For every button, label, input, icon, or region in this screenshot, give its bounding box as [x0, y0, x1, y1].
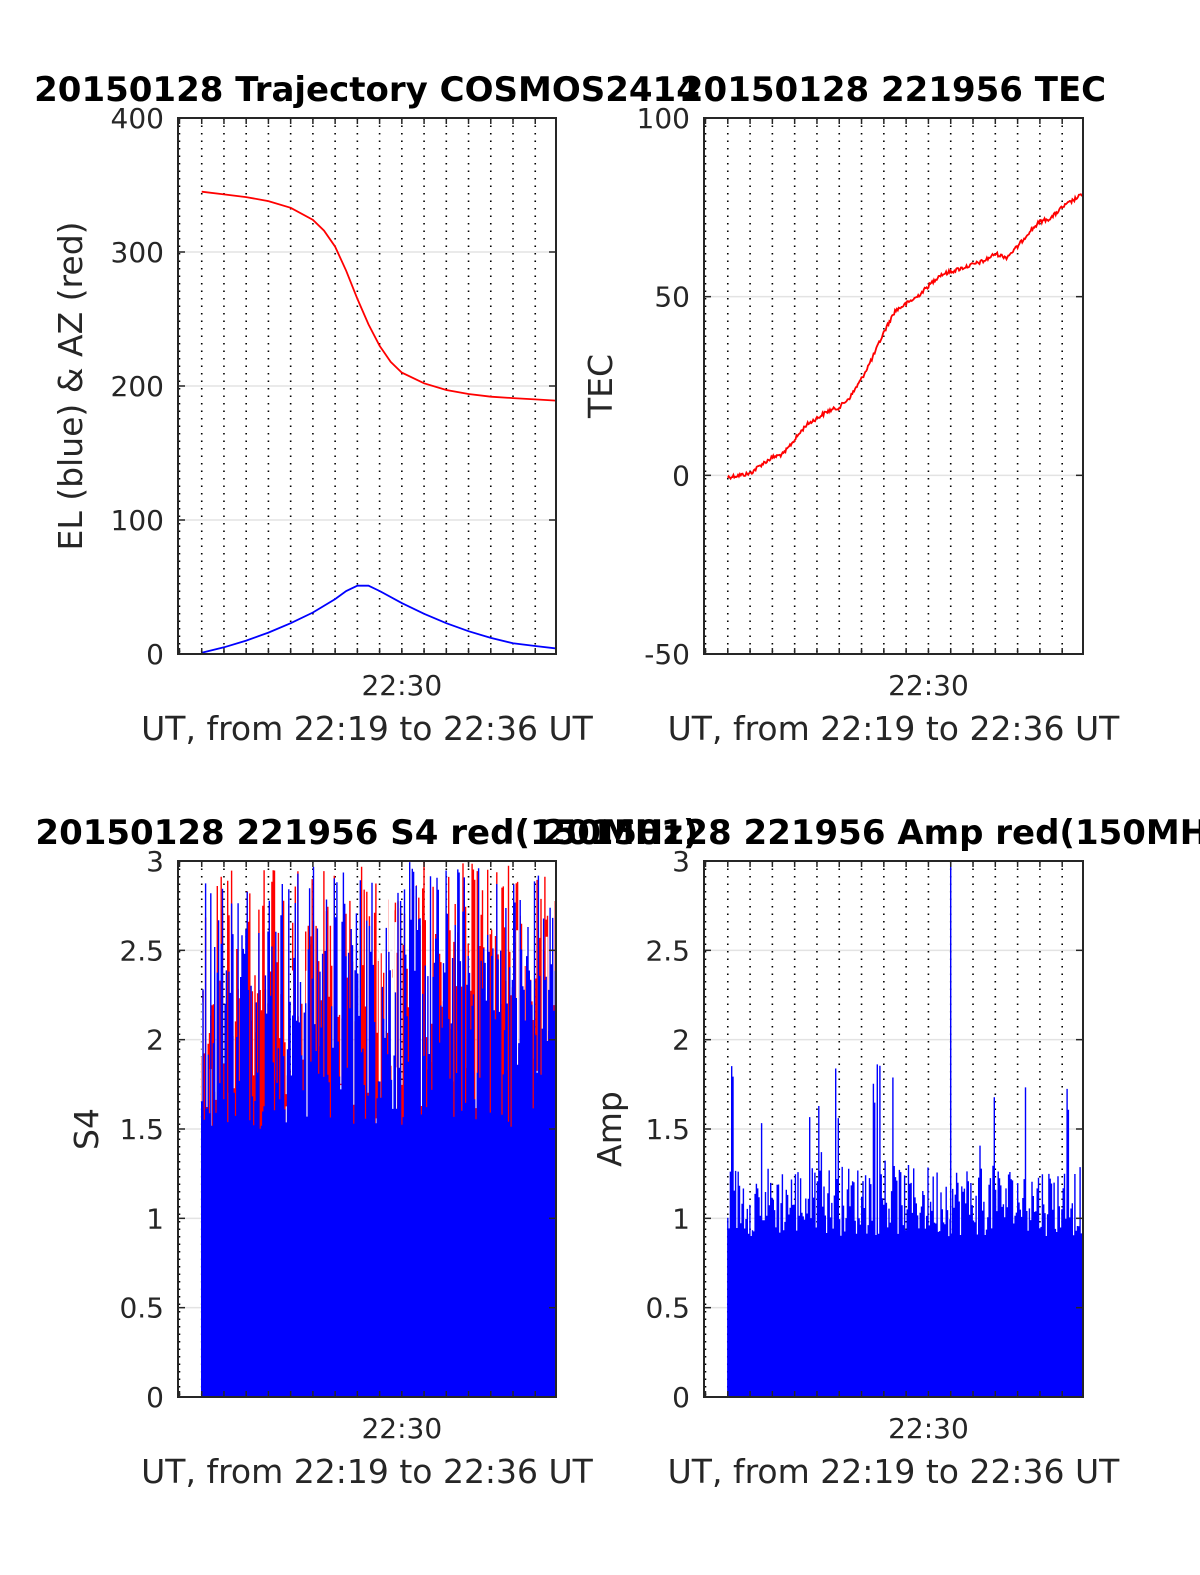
- chart-title: 20150128 Trajectory COSMOS2414: [34, 70, 700, 110]
- chart-1: 0 100 200 300 400 22:30 UT, from 22:19 to 22:3…: [34, 70, 700, 748]
- y-tick-label: 1: [672, 1202, 690, 1235]
- series-bars-2: [201, 862, 556, 1397]
- axes-box: [703, 117, 1084, 655]
- y-tick-label: 3: [672, 845, 690, 878]
- y-tick-label: 1: [146, 1202, 164, 1235]
- y-tick-label: 2: [146, 1024, 164, 1057]
- y-tick-label: 0: [672, 459, 690, 492]
- y-tick-label: 200: [111, 370, 164, 403]
- y-tick-label: 2.5: [645, 934, 690, 967]
- y-axis-label: Amp: [590, 1091, 629, 1167]
- x-tick-label: 22:30: [361, 1412, 442, 1445]
- y-tick-label: 100: [637, 102, 690, 135]
- plot-series: [727, 861, 1083, 1397]
- y-tick-label: 0: [146, 1381, 164, 1414]
- x-tick-label: 22:30: [361, 669, 442, 702]
- y-tick-label: 0: [672, 1381, 690, 1414]
- x-axis-label: UT, from 22:19 to 22:36 UT: [141, 709, 594, 748]
- chart-title: 20150128 221956 TEC: [680, 70, 1106, 110]
- y-tick-label: 300: [111, 236, 164, 269]
- y-axis-label: TEC: [581, 354, 620, 419]
- series-line-2: [201, 584, 556, 654]
- chart-2: -50 0 50 100 22:30 UT, from 22:19 to 22:36 UT…: [581, 70, 1120, 748]
- x-axis-label: UT, from 22:19 to 22:36 UT: [141, 1452, 594, 1491]
- y-tick-label: 400: [111, 102, 164, 135]
- y-tick-label: 50: [654, 281, 690, 314]
- x-tick-label: 22:30: [888, 669, 969, 702]
- plot-area: [704, 118, 1083, 654]
- series-line-1: [201, 190, 556, 402]
- chart-3: 0 0.5 1 1.5 2 2.5 3 22:30 UT, from 22:19 to 22:3…: [35, 813, 698, 1491]
- series-line-1: [727, 193, 1083, 481]
- y-tick-label: 2.5: [119, 934, 164, 967]
- y-axis-label: S4: [67, 1108, 106, 1150]
- y-tick-label: 0.5: [119, 1292, 164, 1325]
- x-axis-label: UT, from 22:19 to 22:36 UT: [668, 709, 1121, 748]
- y-tick-label: 3: [146, 845, 164, 878]
- y-tick-label: 0: [146, 638, 164, 671]
- y-tick-label: 100: [111, 504, 164, 537]
- y-axis-label: EL (blue) & AZ (red): [51, 221, 90, 550]
- plot-series: [201, 861, 556, 1397]
- chart-title: 20150128 221956 S4 red(150MHz): [35, 813, 698, 853]
- y-tick-label: 0.5: [645, 1292, 690, 1325]
- x-axis-label: UT, from 22:19 to 22:36 UT: [668, 1452, 1121, 1491]
- x-tick-label: 22:30: [888, 1412, 969, 1445]
- plot-series: [727, 193, 1083, 481]
- y-tick-label: 2: [672, 1024, 690, 1057]
- y-tick-label: 1.5: [119, 1113, 164, 1146]
- plot-series: [201, 190, 556, 654]
- chart-title: 20150128 221956 Amp red(150MHz): [542, 813, 1200, 853]
- chart-4: 0 0.5 1 1.5 2 2.5 3 22:30 UT, from 22:19 to 22:3…: [542, 813, 1200, 1491]
- series-bars-1: [727, 861, 1083, 1397]
- y-tick-label: 1.5: [645, 1113, 690, 1146]
- y-tick-label: -50: [644, 638, 690, 671]
